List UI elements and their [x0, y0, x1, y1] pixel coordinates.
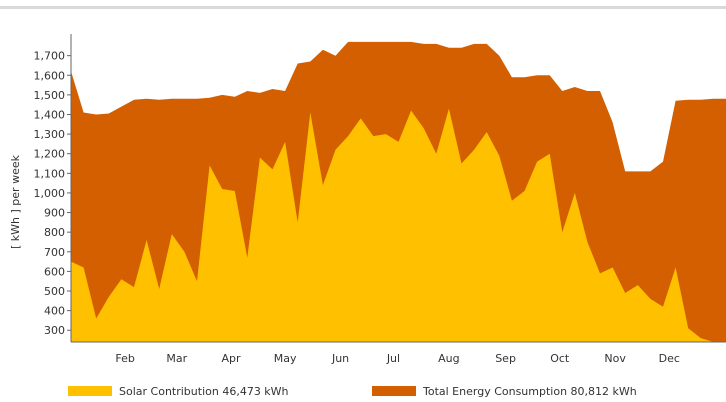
y-tick-label: 600	[44, 265, 65, 278]
y-tick-label: 700	[44, 246, 65, 259]
x-tick-label-aug: Aug	[438, 352, 459, 365]
y-tick-label: 1,600	[34, 69, 66, 82]
legend: Solar Contribution 46,473 kWh Total Ener…	[68, 385, 637, 398]
x-tick-label-sep: Sep	[495, 352, 516, 365]
x-axis: Feb Mar Apr May Jun Jul Aug Sep Oct Nov Dec	[71, 341, 726, 365]
x-tick-label-jul: Jul	[386, 352, 400, 365]
series-area-1	[71, 108, 726, 342]
x-tick-label-apr: Apr	[221, 352, 241, 365]
y-tick-label: 1,000	[34, 187, 66, 200]
y-axis: 300 400 500 600 700 800 900 1,000 1,100 1,200 1,30…	[34, 34, 72, 342]
legend-swatch-solar	[68, 386, 112, 396]
y-tick-label: 1,400	[34, 108, 66, 121]
y-tick-label: 900	[44, 207, 65, 220]
legend-label-solar: Solar Contribution 46,473 kWh	[119, 385, 289, 398]
y-tick-label: 400	[44, 305, 65, 318]
legend-label-consumption: Total Energy Consumption 80,812 kWh	[422, 385, 637, 398]
y-tick-label: 1,200	[34, 148, 66, 161]
plot-areas	[71, 41, 726, 343]
y-tick-label: 800	[44, 226, 65, 239]
legend-swatch-consumption	[372, 386, 416, 396]
y-tick-label: 1,300	[34, 128, 66, 141]
x-tick-label-oct: Oct	[550, 352, 570, 365]
y-tick-label: 300	[44, 324, 65, 337]
x-tick-label-may: May	[274, 352, 297, 365]
y-tick-label: 1,100	[34, 167, 66, 180]
y-tick-label: 1,500	[34, 89, 66, 102]
x-tick-label-nov: Nov	[604, 352, 626, 365]
y-tick-label: 500	[44, 285, 65, 298]
x-tick-label-mar: Mar	[166, 352, 187, 365]
top-divider	[0, 6, 726, 9]
y-axis-title: [ kWh ] per week	[9, 154, 22, 249]
x-tick-label-jun: Jun	[331, 352, 349, 365]
x-tick-label-dec: Dec	[659, 352, 680, 365]
x-tick-label-feb: Feb	[115, 352, 134, 365]
y-tick-label: 1,700	[34, 50, 66, 63]
